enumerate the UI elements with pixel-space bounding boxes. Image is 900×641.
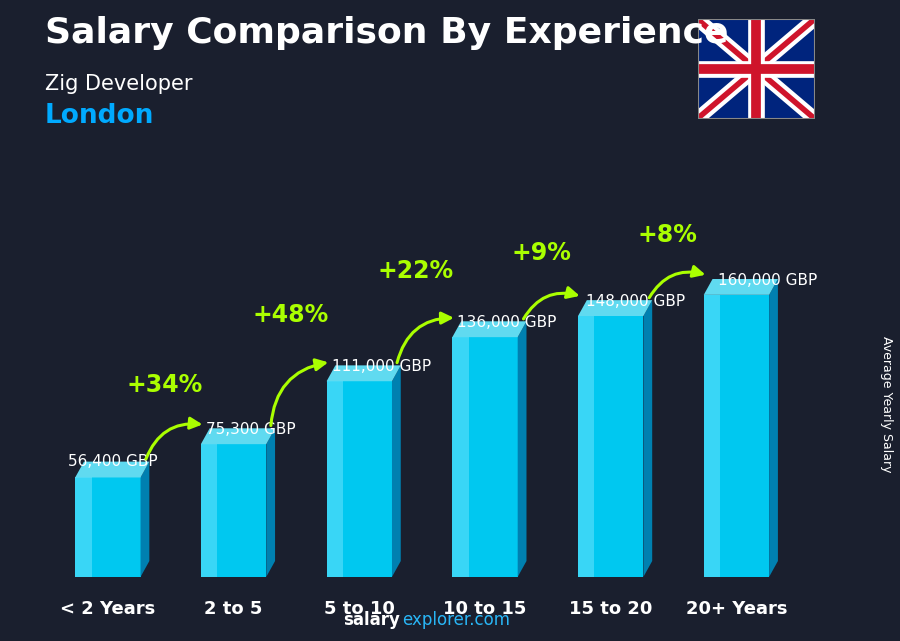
Text: 148,000 GBP: 148,000 GBP <box>586 294 685 309</box>
Polygon shape <box>770 279 778 577</box>
Polygon shape <box>518 321 526 577</box>
Text: 75,300 GBP: 75,300 GBP <box>206 422 295 437</box>
Text: Average Yearly Salary: Average Yearly Salary <box>880 336 893 472</box>
Text: Zig Developer: Zig Developer <box>45 74 193 94</box>
Text: +22%: +22% <box>378 258 454 283</box>
Text: +8%: +8% <box>637 223 698 247</box>
Polygon shape <box>644 300 652 577</box>
Text: salary: salary <box>344 612 400 629</box>
Text: 56,400 GBP: 56,400 GBP <box>68 454 158 469</box>
Text: London: London <box>45 103 155 129</box>
Text: explorer.com: explorer.com <box>402 612 510 629</box>
Polygon shape <box>453 337 469 577</box>
Polygon shape <box>327 365 400 381</box>
Text: 136,000 GBP: 136,000 GBP <box>457 315 557 330</box>
Polygon shape <box>76 478 140 577</box>
Polygon shape <box>578 316 594 577</box>
Text: +9%: +9% <box>511 241 572 265</box>
Text: 5 to 10: 5 to 10 <box>324 600 395 618</box>
Text: 111,000 GBP: 111,000 GBP <box>331 359 431 374</box>
Text: 10 to 15: 10 to 15 <box>444 600 526 618</box>
Polygon shape <box>578 300 652 316</box>
Polygon shape <box>140 462 149 577</box>
Polygon shape <box>453 337 518 577</box>
Polygon shape <box>76 462 149 478</box>
Polygon shape <box>704 295 720 577</box>
Text: +48%: +48% <box>252 303 328 326</box>
Text: 160,000 GBP: 160,000 GBP <box>717 273 817 288</box>
Text: 15 to 20: 15 to 20 <box>569 600 652 618</box>
Text: 2 to 5: 2 to 5 <box>204 600 263 618</box>
Polygon shape <box>266 428 275 577</box>
Polygon shape <box>578 316 644 577</box>
Text: +34%: +34% <box>126 372 202 397</box>
Polygon shape <box>453 321 526 337</box>
Text: 20+ Years: 20+ Years <box>686 600 788 618</box>
Polygon shape <box>201 428 275 444</box>
Polygon shape <box>698 19 814 119</box>
Polygon shape <box>392 365 400 577</box>
Polygon shape <box>201 444 217 577</box>
Polygon shape <box>704 279 778 295</box>
Text: < 2 Years: < 2 Years <box>60 600 156 618</box>
Polygon shape <box>704 295 770 577</box>
Polygon shape <box>327 381 392 577</box>
Polygon shape <box>201 444 266 577</box>
Polygon shape <box>76 478 92 577</box>
Polygon shape <box>327 381 343 577</box>
Text: Salary Comparison By Experience: Salary Comparison By Experience <box>45 16 728 50</box>
